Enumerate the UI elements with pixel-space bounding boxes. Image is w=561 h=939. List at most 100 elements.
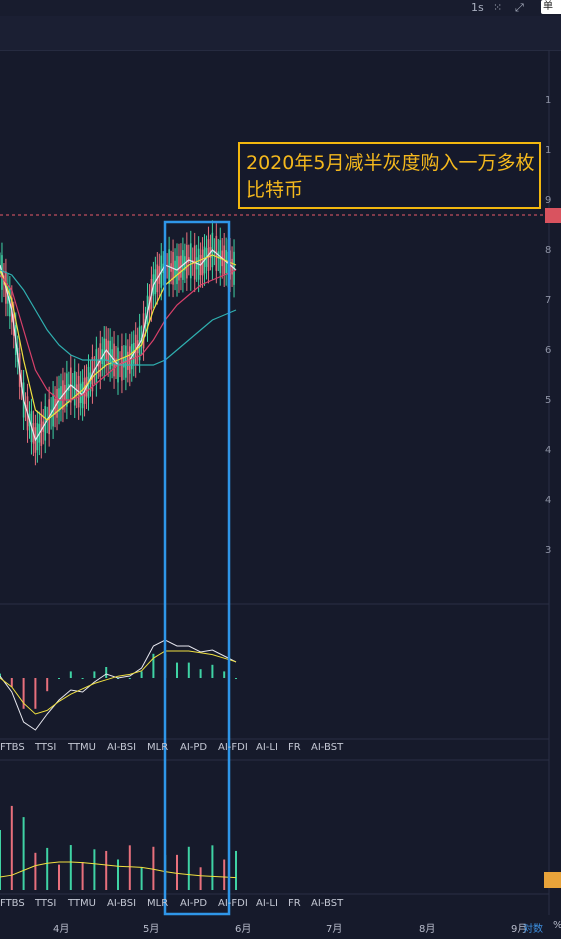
percent-toggle[interactable]: % [553,920,561,931]
single-mode-button[interactable]: 单 [541,0,561,14]
oscillator-bar [58,678,60,679]
price-tick: 1 [545,95,552,106]
tab-mlr[interactable]: MLR [147,742,169,753]
indicator-tabs-lower: FTBS TTSI TTMU AI-BSI MLR AI-PD AI-FDI A… [0,898,561,914]
tab-ttmu[interactable]: TTMU [68,742,96,753]
price-tick: 8 [545,245,552,256]
x-tick-jul: 7月 [326,924,343,935]
current-price-tag [545,208,561,223]
price-tick: 4 [545,495,552,506]
volume-lines [0,861,237,879]
ma-line-1 [0,254,237,421]
tab-ai-bsi[interactable]: AI-BSI [107,742,137,753]
oscillator-bar [223,671,226,678]
oscillator-line-slow [0,650,237,715]
x-tick-sep: 9月 [511,924,528,935]
tab-fr[interactable]: FR [288,742,301,753]
volume-bar [69,845,72,890]
oscillator-bar [69,671,72,678]
price-tick: 9 [545,195,552,206]
price-tick: 3 [545,545,552,556]
oscillator-histogram [0,653,237,709]
volume-bar [0,830,1,890]
oscillator-bar [211,664,214,678]
volume-bar [176,854,178,890]
tab-ftbs[interactable]: FTBS [0,742,25,753]
moving-average-lines [0,249,237,442]
price-tick: 7 [545,295,552,306]
volume-bar [58,864,60,890]
oscillator-bar [105,667,108,678]
oscillator-lines [0,639,237,731]
x-tick-aug: 8月 [419,924,436,935]
volume-bar [140,867,143,890]
tab-ai-fdi[interactable]: AI-FDI [218,742,248,753]
oscillator-line-fast [0,639,237,731]
volume-bar [105,850,108,890]
price-candles [0,220,235,466]
oscillator-bar [93,671,96,678]
top-toolbar: 1s ⁙ ⤢ 单 [0,0,561,16]
tab-ftbs[interactable]: FTBS [0,898,25,909]
chart-header-band [0,16,561,51]
x-tick-may: 5月 [143,924,160,935]
oscillator-bar [0,673,1,678]
indicator-tabs-upper: FTBS TTSI TTMU AI-BSI MLR AI-PD AI-FDI A… [0,742,561,758]
price-tick: 1 [545,145,552,156]
oscillator-bar [187,662,190,678]
oscillator-bar [140,671,143,678]
oscillator-bar [128,678,131,679]
volume-bar [152,846,155,890]
price-tick: 4 [545,445,552,456]
tab-ai-fdi[interactable]: AI-FDI [218,898,248,909]
oscillator-bar [81,678,84,679]
volume-bars [0,805,237,890]
tab-fr[interactable]: FR [288,898,301,909]
volume-bar [10,805,13,890]
price-tick: 5 [545,395,552,406]
oscillator-bar [34,678,37,709]
x-tick-jun: 6月 [235,924,252,935]
oscillator-bar [176,662,178,678]
volume-bar [223,859,226,890]
tab-ai-li[interactable]: AI-LI [256,898,278,909]
x-tick-apr: 4月 [53,924,70,935]
volume-price-tag [544,872,561,888]
tab-ai-pd[interactable]: AI-PD [180,898,208,909]
volume-bar [81,862,84,890]
tab-ttsi[interactable]: TTSI [35,742,57,753]
tab-ai-li[interactable]: AI-LI [256,742,278,753]
tab-ai-bst[interactable]: AI-BST [311,742,344,753]
oscillator-bar [199,669,202,678]
oscillator-bar [10,678,13,687]
tab-ai-bst[interactable]: AI-BST [311,898,344,909]
volume-bar [199,867,202,890]
volume-bar [117,859,119,890]
price-tick: 6 [545,345,552,356]
tab-ttsi[interactable]: TTSI [35,898,57,909]
volume-line [0,861,237,879]
volume-bar [128,845,131,890]
volume-bar [34,852,37,890]
interval-selector[interactable]: 1s [471,1,484,14]
highlight-box [163,220,231,916]
oscillator-bar [235,678,237,679]
grid-icon[interactable]: ⁙ [493,1,503,14]
oscillator-bar [152,653,155,678]
annotation-box: 2020年5月减半灰度购入一万多枚比特币 [238,142,541,209]
expand-icon[interactable]: ⤢ [515,1,524,14]
tab-mlr[interactable]: MLR [147,898,169,909]
oscillator-bar [46,678,49,692]
oscillator-bar [22,678,25,709]
tab-ttmu[interactable]: TTMU [68,898,96,909]
ma-line-3 [0,269,237,366]
log-scale-toggle[interactable]: 对数 [523,924,543,935]
volume-bar [22,817,25,890]
volume-bar [93,849,96,890]
volume-bar [235,850,237,890]
tab-ai-pd[interactable]: AI-PD [180,742,208,753]
volume-bar [211,845,214,890]
volume-bar [46,847,49,890]
tab-ai-bsi[interactable]: AI-BSI [107,898,137,909]
